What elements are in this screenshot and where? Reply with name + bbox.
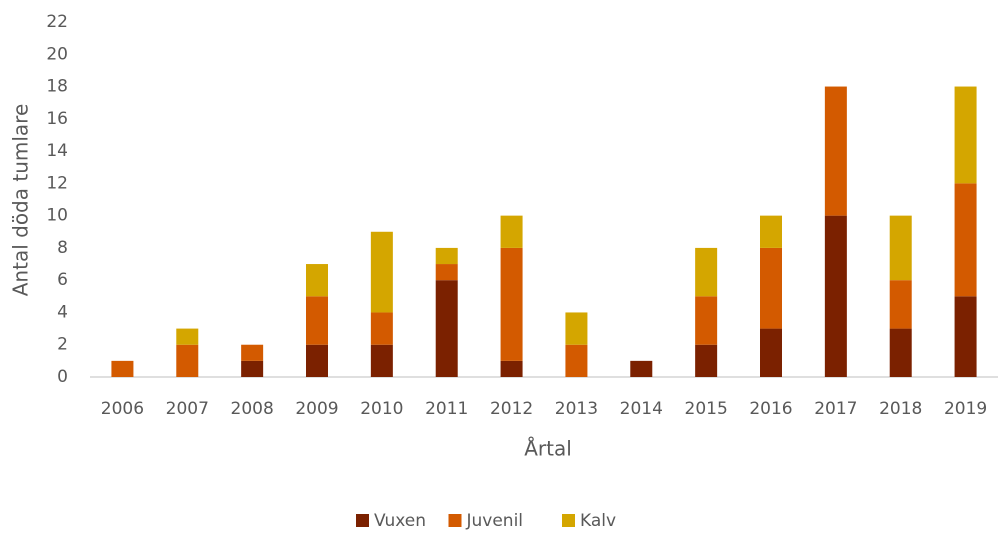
bar-segment <box>370 231 393 313</box>
bar-segment <box>306 296 328 345</box>
bar-segment <box>370 344 393 377</box>
bar-segment <box>824 215 847 377</box>
bar-segment <box>435 280 458 377</box>
x-tick-label: 2015 <box>685 399 728 419</box>
bar-segment <box>500 247 523 361</box>
x-tick-label: 2016 <box>749 399 792 419</box>
x-tick-label: 2012 <box>490 399 533 419</box>
bar-segment <box>760 328 782 377</box>
bar-segment <box>241 360 264 377</box>
y-tick-label: 20 <box>46 44 68 64</box>
bar-segment <box>500 360 523 377</box>
bar-segment <box>370 312 393 345</box>
legend-swatch <box>562 514 575 527</box>
x-tick-label: 2013 <box>555 399 598 419</box>
x-axis-title: Årtal <box>524 437 572 461</box>
y-tick-label: 0 <box>57 367 68 387</box>
x-tick-label: 2017 <box>814 399 857 419</box>
bar-segment <box>889 280 912 329</box>
bar-segment <box>695 296 718 345</box>
x-tick-label: 2008 <box>231 399 274 419</box>
bar-segment <box>954 296 977 377</box>
legend-swatch <box>356 514 369 527</box>
y-tick-label: 6 <box>57 270 68 290</box>
bar-segment <box>889 215 912 281</box>
bar-segment <box>435 264 458 281</box>
bar-segment <box>176 344 199 377</box>
bar-segment <box>565 312 588 345</box>
bar-segment <box>241 344 264 361</box>
bar-segment <box>176 328 199 345</box>
legend-label: Vuxen <box>374 511 426 531</box>
x-tick-label: 2006 <box>101 399 144 419</box>
y-tick-label: 4 <box>57 302 68 322</box>
bar-segment <box>889 328 912 377</box>
legend-label: Juvenil <box>466 511 524 531</box>
bar-segment <box>954 86 977 184</box>
bar-segment <box>435 247 458 265</box>
bar-segment <box>695 344 718 377</box>
bar-segment <box>565 344 588 377</box>
x-tick-label: 2007 <box>166 399 209 419</box>
x-tick-label: 2019 <box>944 399 987 419</box>
x-tick-label: 2010 <box>360 399 403 419</box>
y-axis-title: Antal döda tumlare <box>9 104 33 297</box>
x-tick-label: 2011 <box>425 399 468 419</box>
legend-swatch <box>448 514 462 527</box>
y-tick-label: 2 <box>57 335 68 355</box>
bar-segment <box>760 215 782 248</box>
y-tick-label: 10 <box>46 206 68 226</box>
y-tick-label: 22 <box>46 12 68 32</box>
bar-segment <box>954 183 977 297</box>
y-tick-label: 14 <box>46 141 68 161</box>
bar-segment <box>500 215 523 248</box>
y-tick-label: 8 <box>57 238 68 258</box>
legend-label: Kalv <box>580 511 616 531</box>
x-tick-label: 2014 <box>620 399 663 419</box>
y-tick-label: 12 <box>46 173 68 193</box>
bar-segment <box>760 247 782 329</box>
y-tick-label: 18 <box>46 77 68 97</box>
bar-segment <box>111 360 134 377</box>
bar-segment <box>306 264 328 297</box>
x-tick-label: 2018 <box>879 399 922 419</box>
x-tick-label: 2009 <box>295 399 338 419</box>
bar-segment <box>630 360 653 377</box>
bar-segment <box>306 344 328 377</box>
y-tick-label: 16 <box>46 109 68 129</box>
bar-segment <box>695 247 718 297</box>
bar-segment <box>824 86 847 216</box>
